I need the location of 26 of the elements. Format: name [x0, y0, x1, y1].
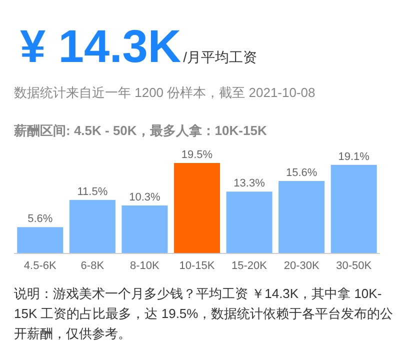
chart-subtitle: /月平均工资 [183, 49, 258, 65]
chart-title: ¥ 14.3K [20, 20, 182, 72]
text: 说明：游戏美术一个月多少钱？平均工资 ￥14.3K，其中拿 10K-15K 工资的占比最多，达 19.5%，数据统计依赖于各平台发布的公开薪酬，仅供参考。 [14, 285, 394, 343]
bar [226, 192, 272, 253]
bar [69, 200, 116, 253]
data-label: 15.6% [286, 167, 318, 179]
x-tick-label: 6-8K [80, 260, 105, 272]
bar [278, 181, 325, 253]
data-label: 11.5% [77, 186, 108, 198]
x-tick-label: 20-30K [284, 260, 320, 272]
x-tick-label: 30-50K [336, 260, 372, 272]
text: 薪酬区间: 4.5K - 50K，最多人拿：10K-15K [13, 123, 268, 138]
data-label: 19.1% [338, 150, 370, 163]
bar [330, 164, 377, 253]
x-tick-label: 4.5-6K [24, 260, 58, 272]
data-label: 5.6% [28, 213, 53, 226]
bar [122, 205, 168, 253]
data-label: 19.5% [181, 149, 213, 161]
x-tick-label: 10-15K [179, 260, 216, 272]
x-tick-label: 15-20K [232, 260, 268, 272]
text: 数据统计来自近一年 1200 份样本，截至 2021-10-08 [14, 85, 316, 100]
bar [17, 227, 64, 253]
data-label: 13.3% [234, 178, 266, 190]
data-label: 10.3% [129, 191, 161, 204]
bar [174, 163, 220, 253]
x-tick-label: 8-10K [130, 260, 160, 272]
